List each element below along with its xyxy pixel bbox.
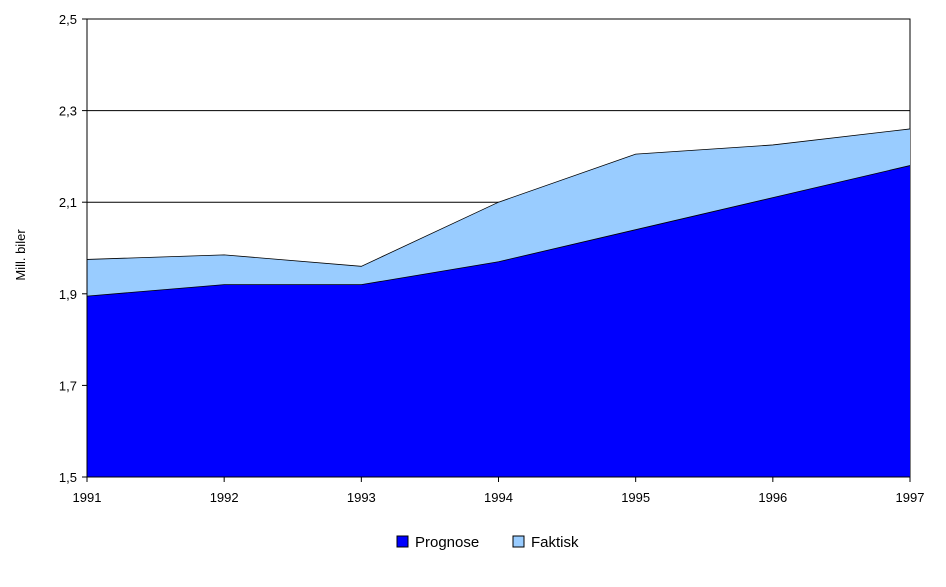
y-tick-label: 1,9	[59, 287, 77, 302]
x-tick-label: 1994	[484, 490, 513, 505]
x-tick-label: 1992	[210, 490, 239, 505]
area-prognose	[87, 165, 910, 477]
x-tick-label: 1996	[758, 490, 787, 505]
legend-swatch	[396, 535, 409, 548]
y-tick-label: 1,5	[59, 470, 77, 485]
line-prognose	[86, 165, 911, 297]
x-tick-labels: 1991 1992 1993 1994 1995 1996 1997	[73, 490, 925, 505]
legend-label: Faktisk	[531, 534, 579, 551]
legend-item-prognose: Prognose	[396, 534, 479, 551]
y-tick-label: 2,5	[59, 12, 77, 27]
y-axis-title: Mill. biler	[13, 229, 28, 281]
y-tick-label: 2,1	[59, 195, 77, 210]
x-tick-label: 1993	[347, 490, 376, 505]
legend: Prognose Faktisk	[396, 534, 579, 551]
line-faktisk	[86, 128, 911, 267]
y-tick-labels: 1,5 1,7 1,9 2,1 2,3 2,5	[59, 12, 77, 485]
x-tick-label: 1991	[73, 490, 102, 505]
legend-item-faktisk: Faktisk	[512, 534, 579, 551]
legend-label: Prognose	[415, 534, 479, 551]
series-areas	[86, 128, 911, 478]
axes	[82, 18, 911, 482]
y-tick-label: 2,3	[59, 104, 77, 119]
legend-swatch	[512, 535, 525, 548]
x-tick-label: 1995	[621, 490, 650, 505]
y-tick-label: 1,7	[59, 378, 77, 393]
x-tick-label: 1997	[896, 490, 925, 505]
